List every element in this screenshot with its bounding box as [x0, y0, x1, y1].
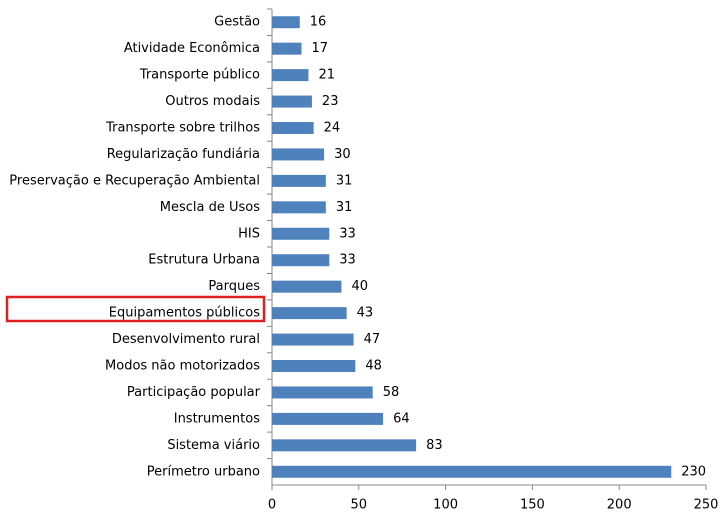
x-tick-label: 0	[268, 498, 276, 512]
bar	[272, 227, 330, 240]
x-tick-label: 200	[607, 498, 632, 512]
value-label: 64	[393, 411, 410, 426]
bar	[272, 360, 356, 372]
y-tick-label: Parques	[208, 279, 260, 294]
highlight-box	[5, 295, 266, 323]
y-tick-label: Participação popular	[127, 385, 261, 400]
value-label: 83	[426, 438, 443, 453]
value-label: 23	[322, 94, 339, 109]
y-tick-label: Desenvolvimento rural	[112, 332, 260, 347]
bar	[272, 386, 373, 399]
y-tick-label: Regularização fundiária	[107, 147, 260, 162]
bar	[272, 333, 354, 346]
x-tick-label: 100	[433, 498, 458, 512]
y-tick-label: Mescla de Usos	[160, 200, 260, 215]
value-label: 30	[334, 147, 351, 162]
y-tick-label: Instrumentos	[174, 411, 260, 426]
y-tick-label: Preservação e Recuperação Ambiental	[9, 173, 260, 188]
bar	[272, 122, 314, 134]
bar	[272, 174, 326, 187]
bar	[272, 16, 300, 29]
y-tick-label: Estrutura Urbana	[148, 253, 260, 268]
value-label: 33	[339, 226, 356, 241]
y-tick-label: Transporte sobre trilhos	[105, 121, 260, 136]
x-tick-label: 250	[694, 498, 719, 512]
bar	[272, 254, 330, 267]
y-tick-label: Atividade Econômica	[124, 41, 260, 56]
bar	[272, 465, 672, 478]
value-label: 16	[310, 15, 327, 30]
bar	[272, 439, 417, 452]
value-label: 31	[336, 200, 353, 215]
y-tick-label: HIS	[238, 226, 260, 241]
y-tick-label: Equipamentos públicos	[109, 306, 260, 321]
bar	[272, 280, 342, 293]
bar	[272, 95, 312, 108]
bar	[272, 412, 384, 425]
y-tick-label: Outros modais	[165, 94, 260, 109]
value-label: 40	[351, 279, 368, 294]
value-label: 31	[336, 173, 353, 188]
value-label: 230	[681, 464, 706, 479]
value-label: 43	[357, 306, 374, 321]
y-tick-label: Gestão	[214, 15, 260, 30]
bar	[272, 307, 347, 320]
bar	[272, 69, 309, 82]
value-label: 48	[365, 359, 382, 374]
bar	[272, 42, 302, 55]
y-tick-label: Transporte público	[139, 68, 260, 83]
value-label: 24	[324, 121, 341, 136]
value-label: 21	[318, 68, 335, 83]
value-label: 58	[383, 385, 400, 400]
y-tick-label: Perímetro urbano	[147, 464, 260, 479]
value-label: 47	[364, 332, 381, 347]
y-tick-label: Modos não motorizados	[105, 359, 260, 374]
bar	[272, 148, 325, 161]
value-label: 17	[312, 41, 329, 56]
x-tick-label: 150	[520, 498, 545, 512]
y-tick-label: Sistema viário	[167, 438, 260, 453]
value-label: 33	[339, 253, 356, 268]
x-tick-label: 50	[351, 498, 368, 512]
bar	[272, 201, 326, 214]
